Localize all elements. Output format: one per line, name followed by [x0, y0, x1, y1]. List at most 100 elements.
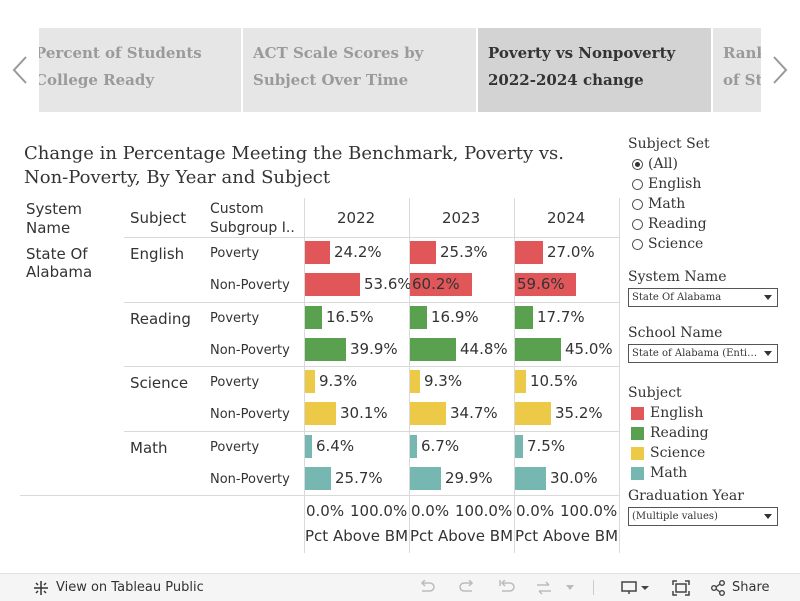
- story-navigator: Percent of Students College Ready ACT Sc…: [0, 28, 800, 112]
- bar-science-poverty-2023[interactable]: [410, 370, 420, 393]
- share-button[interactable]: Share: [710, 574, 770, 601]
- bar-math-non-poverty-2023[interactable]: [410, 467, 441, 490]
- undo-icon[interactable]: [418, 574, 436, 601]
- bar-math-non-poverty-2022[interactable]: [305, 467, 331, 490]
- bar-english-poverty-2023[interactable]: [410, 241, 436, 264]
- bar-math-non-poverty-2024[interactable]: [515, 467, 546, 490]
- bar-english-poverty-2024[interactable]: [515, 241, 543, 264]
- story-tab-college-ready[interactable]: Percent of Students College Ready: [39, 28, 241, 112]
- bar-reading-non-poverty-2023[interactable]: [410, 338, 456, 361]
- subject-set-option-science[interactable]: Science: [632, 234, 703, 254]
- bar-science-non-poverty-2023[interactable]: [410, 402, 446, 425]
- story-tab-poverty[interactable]: Poverty vs Nonpoverty 2022-2024 change: [478, 28, 711, 112]
- radio-label: (All): [648, 156, 678, 172]
- subject-set-option-math[interactable]: Math: [632, 194, 685, 214]
- refresh-icon[interactable]: [535, 574, 553, 601]
- bar-reading-poverty-2023[interactable]: [410, 306, 427, 329]
- share-icon: [710, 579, 726, 596]
- school-name-filter-title: School Name: [628, 325, 723, 341]
- toolbar-divider: [593, 580, 594, 595]
- legend-item-math[interactable]: Math: [631, 463, 687, 483]
- header-subject: Subject: [130, 209, 187, 227]
- legend-item-science[interactable]: Science: [631, 443, 705, 463]
- dropdown-value: (Multiple values): [632, 511, 718, 522]
- legend-item-english[interactable]: English: [631, 403, 703, 423]
- bar-science-non-poverty-2024[interactable]: [515, 402, 551, 425]
- share-label: Share: [732, 580, 770, 595]
- subject-set-option-all[interactable]: (All): [632, 154, 678, 174]
- story-tab-rankings[interactable]: Rankings of States: [713, 28, 761, 112]
- view-on-tableau-link[interactable]: View on Tableau Public: [33, 574, 204, 601]
- bar-english-poverty-2022[interactable]: [305, 241, 330, 264]
- header-year-2023: 2023: [442, 209, 481, 227]
- table-bottom-border: [20, 495, 620, 496]
- view-on-tableau-label: View on Tableau Public: [56, 580, 204, 595]
- bar-value-label: 44.8%: [460, 340, 508, 358]
- radio-selected-icon[interactable]: [632, 158, 643, 170]
- dropdown-value: State Of Alabama: [632, 292, 722, 303]
- axis-tick-max: 100.0%: [350, 502, 408, 520]
- legend-swatch: [631, 466, 644, 480]
- bar-value-label: 10.5%: [530, 372, 578, 390]
- subgroup-cell-non-poverty: Non-Poverty: [210, 407, 290, 422]
- bar-math-poverty-2024[interactable]: [515, 435, 523, 458]
- subject-set-option-reading[interactable]: Reading: [632, 214, 707, 234]
- story-tab-act-scores[interactable]: ACT Scale Scores by Subject Over Time: [243, 28, 476, 112]
- bar-reading-poverty-2022[interactable]: [305, 306, 322, 329]
- radio-icon[interactable]: [632, 218, 643, 230]
- bar-science-poverty-2024[interactable]: [515, 370, 526, 393]
- legend-label: English: [650, 405, 704, 421]
- prev-story-arrow-icon[interactable]: [0, 28, 40, 112]
- graduation-year-filter-title: Graduation Year: [628, 488, 744, 504]
- radio-label: Math: [648, 196, 686, 212]
- system-name-filter-title: System Name: [628, 269, 727, 285]
- column-divider: [514, 198, 515, 553]
- bar-science-non-poverty-2022[interactable]: [305, 402, 336, 425]
- subject-set-option-english[interactable]: English: [632, 174, 701, 194]
- radio-label: Science: [648, 236, 704, 252]
- subgroup-cell-poverty: Poverty: [210, 246, 260, 261]
- bar-english-non-poverty-2023[interactable]: [410, 273, 472, 296]
- bar-value-label: 24.2%: [334, 243, 382, 261]
- radio-icon[interactable]: [632, 198, 643, 210]
- bar-math-poverty-2022[interactable]: [305, 435, 312, 458]
- bar-value-label: 34.7%: [450, 404, 498, 422]
- fullscreen-icon[interactable]: [672, 574, 690, 601]
- refresh-dropdown-icon[interactable]: [566, 574, 574, 601]
- bottom-toolbar: View on Tableau Public Share: [0, 573, 800, 601]
- column-divider: [304, 198, 305, 553]
- radio-icon[interactable]: [632, 238, 643, 250]
- next-story-arrow-icon[interactable]: [760, 28, 800, 112]
- system-name-cell: State Of Alabama: [26, 245, 93, 281]
- subject-cell-math: Math: [130, 439, 168, 457]
- bar-value-label: 9.3%: [319, 372, 358, 390]
- axis-title: Pct Above BM: [410, 527, 514, 545]
- school-name-dropdown[interactable]: State of Alabama (Entire...: [628, 344, 778, 363]
- bar-english-non-poverty-2022[interactable]: [305, 273, 360, 296]
- graduation-year-dropdown[interactable]: (Multiple values): [628, 507, 778, 526]
- bar-english-non-poverty-2024[interactable]: [515, 273, 576, 296]
- system-name-dropdown[interactable]: State Of Alabama: [628, 288, 778, 307]
- radio-icon[interactable]: [632, 178, 643, 190]
- axis-tick-max: 100.0%: [560, 502, 618, 520]
- row-divider: [124, 431, 620, 432]
- legend-label: Science: [650, 445, 706, 461]
- legend-item-reading[interactable]: Reading: [631, 423, 709, 443]
- bar-science-poverty-2022[interactable]: [305, 370, 315, 393]
- subject-set-filter-title: Subject Set: [628, 136, 710, 152]
- redo-icon[interactable]: [458, 574, 476, 601]
- bar-reading-poverty-2024[interactable]: [515, 306, 533, 329]
- axis-title: Pct Above BM: [515, 527, 619, 545]
- legend-swatch: [631, 426, 644, 440]
- bar-value-label: 45.0%: [565, 340, 613, 358]
- story-tab-label: ACT Scale Scores by Subject Over Time: [253, 44, 424, 89]
- download-icon[interactable]: [621, 574, 649, 601]
- bar-value-label: 9.3%: [424, 372, 463, 390]
- subgroup-cell-non-poverty: Non-Poverty: [210, 278, 290, 293]
- bar-reading-non-poverty-2024[interactable]: [515, 338, 561, 361]
- bar-value-label: 6.7%: [421, 437, 460, 455]
- bar-value-label: 53.6%: [364, 275, 412, 293]
- revert-icon[interactable]: [498, 574, 516, 601]
- bar-reading-non-poverty-2022[interactable]: [305, 338, 346, 361]
- bar-math-poverty-2023[interactable]: [410, 435, 417, 458]
